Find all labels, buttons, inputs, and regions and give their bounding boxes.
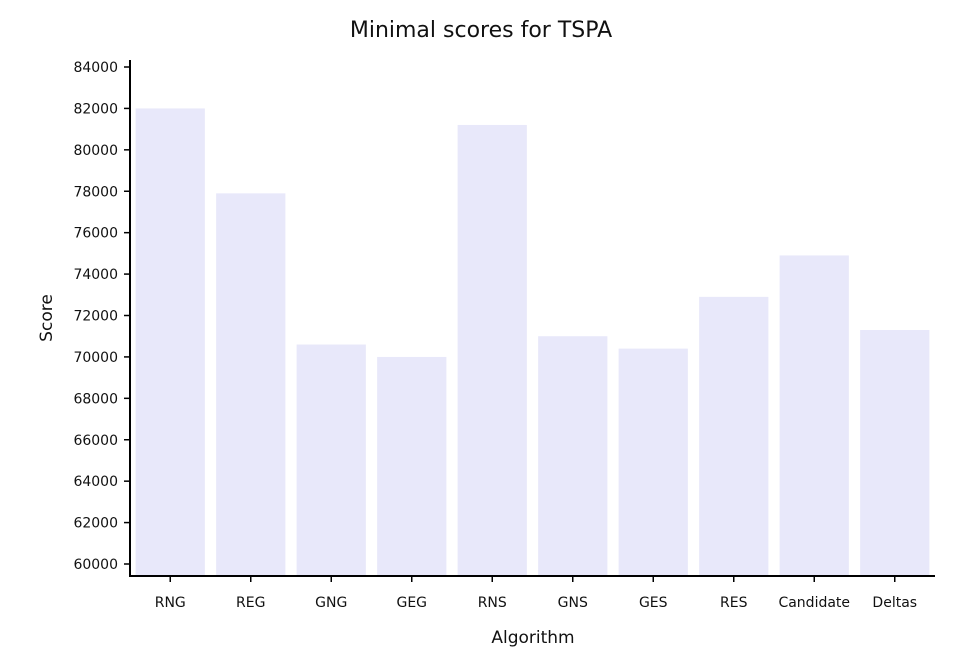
bar-deltas (860, 330, 930, 576)
bar-candidate (779, 255, 849, 576)
y-tick-label: 70000 (73, 350, 118, 366)
y-tick-label: 80000 (73, 143, 118, 159)
x-tick-label: RES (720, 595, 748, 611)
bar-geg (377, 356, 447, 576)
y-tick-label: 84000 (73, 60, 118, 76)
x-tick-label: GNG (315, 595, 347, 611)
y-tick-label: 62000 (73, 516, 118, 532)
bar-gng (296, 344, 366, 576)
bar-reg (216, 193, 286, 576)
bar-res (699, 296, 769, 576)
x-axis-ticks: RNG REG GNG GEG RNS GNS GES RES Candidate Deltas (155, 576, 917, 611)
x-axis-label: Algorithm (491, 628, 574, 648)
x-tick-label: RNG (155, 595, 186, 611)
bar-rns (457, 124, 527, 576)
y-tick-label: 72000 (73, 309, 118, 325)
chart-title: Minimal scores for TSPA (350, 18, 612, 43)
x-tick-label: Deltas (872, 595, 917, 611)
x-tick-label: Candidate (778, 595, 850, 611)
x-tick-label: REG (236, 595, 265, 611)
x-tick-label: GEG (396, 595, 427, 611)
y-axis-ticks: 60000 62000 64000 66000 68000 70000 72000 74000… (73, 60, 130, 573)
y-tick-label: 60000 (73, 557, 118, 573)
y-axis-label: Score (37, 294, 57, 342)
x-tick-label: GES (639, 595, 668, 611)
bar-gns (538, 336, 608, 576)
y-tick-label: 78000 (73, 184, 118, 200)
y-tick-label: 68000 (73, 391, 118, 407)
x-tick-label: RNS (478, 595, 507, 611)
y-tick-label: 82000 (73, 101, 118, 117)
y-tick-label: 74000 (73, 267, 118, 283)
bar-rng (135, 108, 205, 577)
x-tick-label: GNS (558, 595, 588, 611)
bars-group (135, 108, 930, 577)
bar-ges (618, 348, 688, 576)
y-tick-label: 66000 (73, 433, 118, 449)
y-tick-label: 64000 (73, 474, 118, 490)
y-tick-label: 76000 (73, 226, 118, 242)
